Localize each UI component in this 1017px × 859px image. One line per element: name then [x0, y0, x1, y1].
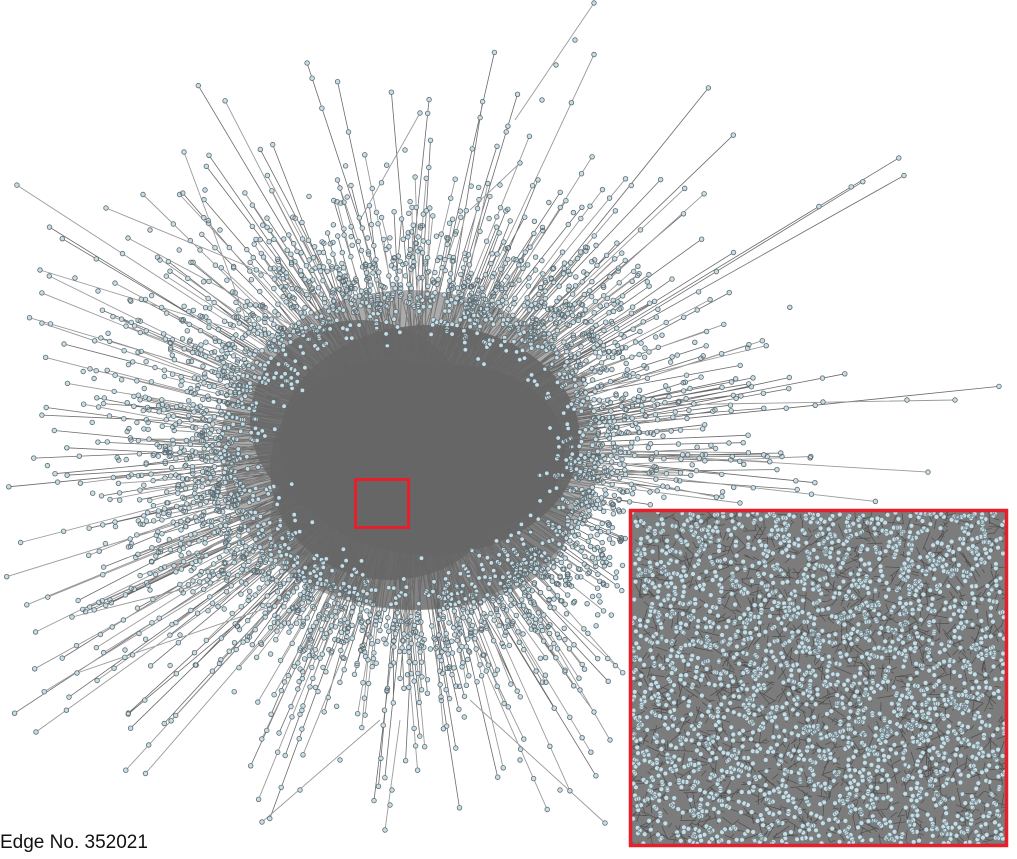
highlight-box [354, 478, 410, 529]
node-markers [4, 0, 1002, 833]
zoom-inset-border [628, 508, 1009, 848]
zoom-inset [628, 508, 1009, 848]
inset-nodes [632, 512, 1005, 844]
edge-count-label: Edge No. 352021 [0, 832, 148, 853]
peripheral-nodes [4, 0, 1002, 833]
dense-core [220, 290, 600, 610]
